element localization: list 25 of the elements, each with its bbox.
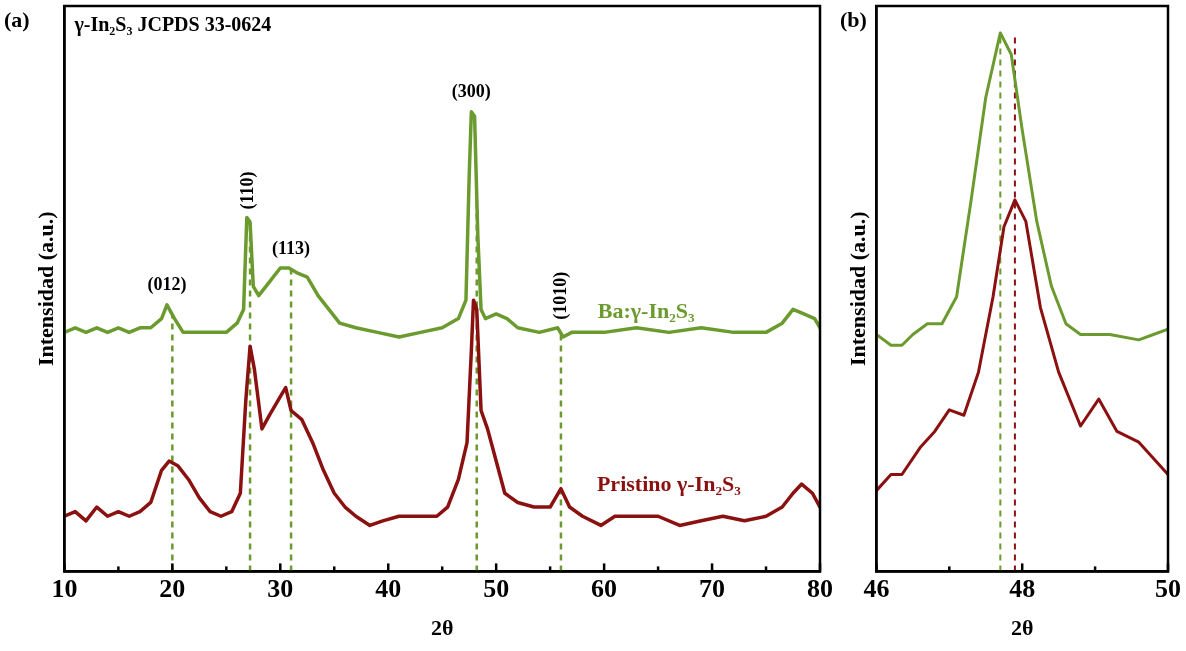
x-tick-label: 50 — [483, 573, 510, 603]
x-tick-label: 70 — [699, 573, 726, 603]
text: (a) — [4, 6, 30, 32]
series-label: Pristino γ-In₂S₃ — [596, 470, 742, 496]
x-tick-label: 10 — [51, 573, 78, 603]
annotation: (300) — [451, 81, 491, 103]
y-axis-title: Intensidad (a.u.) — [32, 211, 58, 367]
series-label: Ba:γ-In₂S₃ — [597, 298, 696, 324]
annotation: (113) — [272, 237, 311, 259]
x-axis-title: 2θ — [430, 615, 454, 641]
x-tick-label: 48 — [1009, 573, 1036, 603]
annotation: (1010) — [549, 271, 571, 320]
x-tick-label: 40 — [375, 573, 402, 603]
x-axis-title: 2θ — [1010, 615, 1034, 641]
x-tick-label: 46 — [863, 573, 890, 603]
x-tick-label: 80 — [807, 573, 833, 603]
x-tick-label: 50 — [1155, 573, 1181, 603]
annotation: (110) — [236, 171, 258, 210]
y-axis-title: Intensidad (a.u.) — [844, 211, 870, 367]
annotation: (012) — [147, 274, 187, 296]
chart-title: γ-In₂S₃ JCPDS 33-0624 — [73, 13, 272, 37]
x-tick-label: 30 — [267, 573, 294, 603]
x-tick-label: 60 — [591, 573, 618, 603]
x-tick-label: 20 — [159, 573, 186, 603]
text: (b) — [840, 6, 867, 32]
